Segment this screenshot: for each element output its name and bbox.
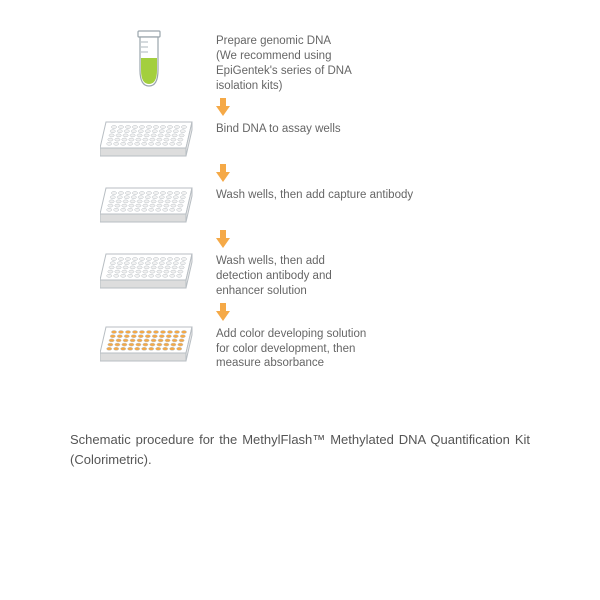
arrow-down-icon bbox=[100, 98, 540, 116]
arrow-down-icon bbox=[100, 164, 540, 182]
workflow-step: Bind DNA to assay wells bbox=[100, 118, 540, 160]
step-label: Wash wells, then add capture antibody bbox=[216, 184, 540, 203]
arrow-down-icon bbox=[100, 303, 540, 321]
step-label: Wash wells, then adddetection antibody a… bbox=[216, 250, 540, 299]
well-plate-icon bbox=[100, 323, 198, 365]
step-label: Add color developing solutionfor color d… bbox=[216, 323, 540, 372]
workflow-step: Add color developing solutionfor color d… bbox=[100, 323, 540, 372]
workflow-step: Prepare genomic DNA(We recommend usingEp… bbox=[100, 30, 540, 94]
well-plate-icon bbox=[100, 184, 198, 226]
tube-icon bbox=[100, 30, 198, 88]
step-label: Bind DNA to assay wells bbox=[216, 118, 540, 137]
workflow-diagram: Prepare genomic DNA(We recommend usingEp… bbox=[100, 30, 540, 375]
figure-caption: Schematic procedure for the MethylFlash™… bbox=[70, 430, 530, 469]
workflow-step: Wash wells, then add capture antibody bbox=[100, 184, 540, 226]
step-label: Prepare genomic DNA(We recommend usingEp… bbox=[216, 30, 540, 94]
workflow-step: Wash wells, then adddetection antibody a… bbox=[100, 250, 540, 299]
well-plate-icon bbox=[100, 118, 198, 160]
well-plate-icon bbox=[100, 250, 198, 292]
arrow-down-icon bbox=[100, 230, 540, 248]
